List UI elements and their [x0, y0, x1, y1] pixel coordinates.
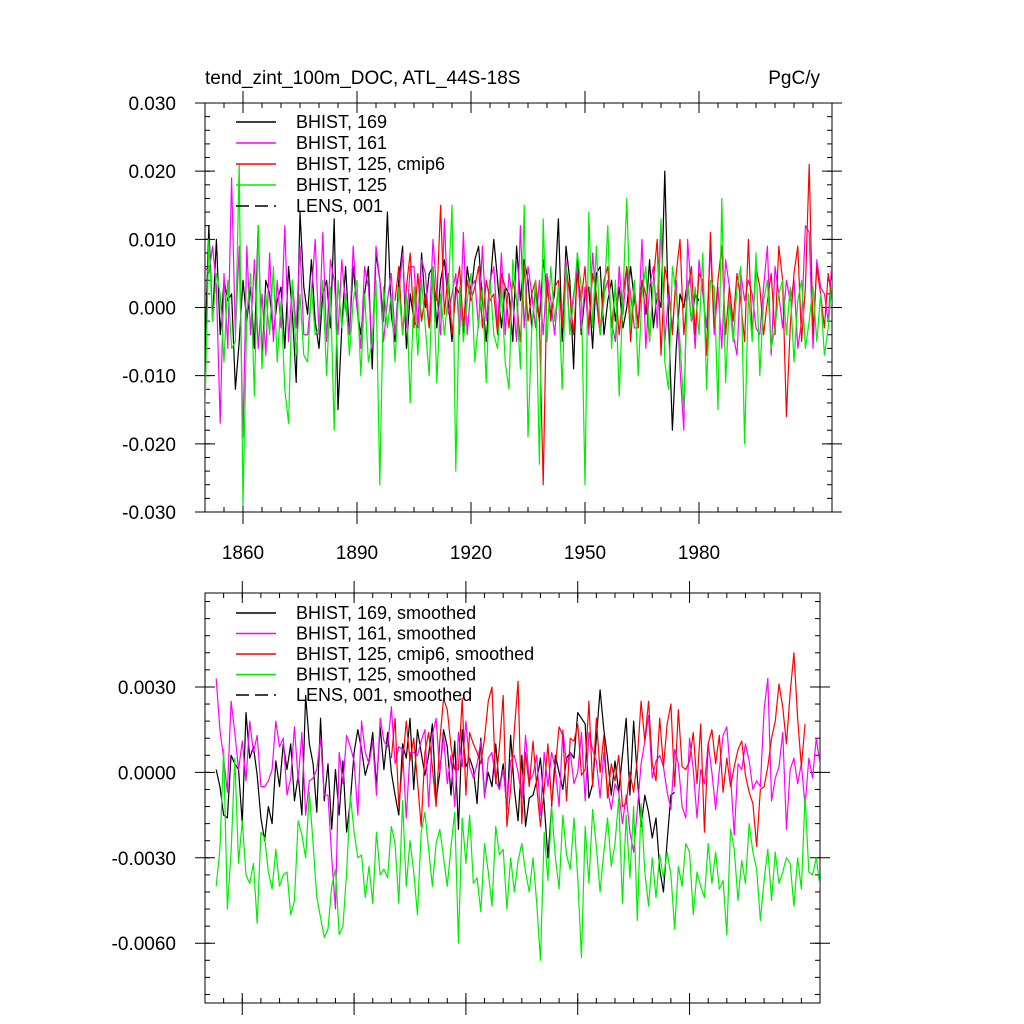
legend-label: BHIST, 125, cmip6, smoothed: [296, 644, 534, 664]
legend-label: BHIST, 169, smoothed: [296, 603, 476, 623]
series-line: [215, 748, 820, 961]
y-tick-label: 0.000: [128, 299, 176, 320]
series-group: [215, 652, 820, 961]
y-tick-label: -0.010: [122, 367, 176, 388]
y-tick-label: 0.0030: [118, 678, 176, 699]
legend-label: BHIST, 125: [296, 175, 387, 195]
legend-label: BHIST, 161: [296, 133, 387, 153]
units-label: PgC/y: [768, 68, 820, 89]
series-line: [205, 163, 832, 506]
legend-label: LENS, 001: [296, 196, 383, 216]
x-tick-label: 1980: [678, 543, 720, 564]
bottom-panel: -0.0060 -0.0030 0.0000 0.0030 BHIST, 169, sm…: [112, 581, 830, 1015]
figure-title: tend_zint_100m_DOC, ATL_44S-18S: [205, 68, 520, 89]
series-line: [390, 652, 806, 848]
y-tick-label: -0.030: [122, 503, 176, 524]
series-line: [215, 677, 820, 910]
legend-label: BHIST, 161, smoothed: [296, 624, 476, 644]
y-tick-label: -0.020: [122, 435, 176, 456]
y-tick-label: 0.020: [128, 162, 176, 183]
top-panel: 1860 1890 1920 1950 1980 -0.030 -0.020 -0.010 0.…: [122, 91, 842, 564]
y-tick-label: 0.0000: [118, 763, 176, 784]
y-tick-label: 0.030: [128, 94, 176, 115]
x-tick-label: 1920: [450, 543, 492, 564]
legend-label: BHIST, 169: [296, 112, 387, 132]
y-tick-label: -0.0060: [112, 934, 176, 955]
series-group: [205, 163, 832, 506]
x-tick-label: 1860: [222, 543, 264, 564]
plot-frame: [204, 592, 821, 1004]
series-line: [215, 689, 676, 893]
legend-label: BHIST, 125, cmip6: [296, 154, 445, 174]
x-tick-label: 1890: [336, 543, 378, 564]
y-tick-label: -0.0030: [112, 849, 176, 870]
legend-label: BHIST, 125, smoothed: [296, 665, 476, 685]
legend-label: LENS, 001, smoothed: [296, 685, 472, 705]
x-tick-label: 1950: [564, 543, 606, 564]
y-tick-label: 0.010: [128, 230, 176, 251]
